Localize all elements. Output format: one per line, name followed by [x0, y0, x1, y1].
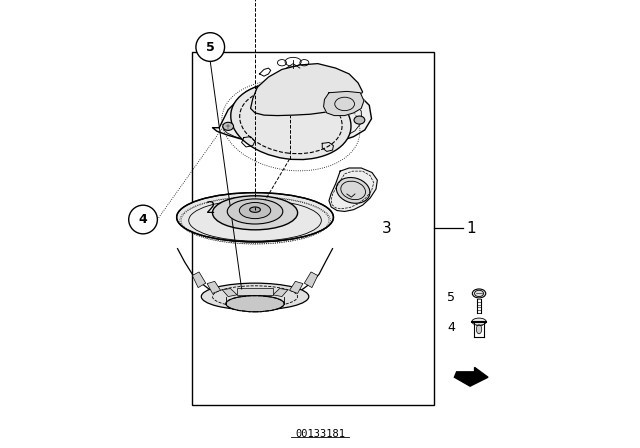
Ellipse shape: [250, 207, 260, 212]
Ellipse shape: [239, 202, 271, 219]
Polygon shape: [324, 91, 364, 116]
Text: 3: 3: [382, 221, 392, 236]
Ellipse shape: [223, 122, 234, 130]
Text: 1: 1: [467, 221, 476, 236]
Polygon shape: [329, 168, 378, 211]
Polygon shape: [212, 76, 371, 144]
Polygon shape: [207, 281, 221, 293]
Polygon shape: [305, 272, 317, 288]
Ellipse shape: [231, 82, 351, 159]
Text: 4: 4: [139, 213, 147, 226]
Ellipse shape: [177, 193, 333, 242]
Polygon shape: [192, 272, 206, 288]
Polygon shape: [222, 289, 237, 297]
Ellipse shape: [472, 318, 486, 325]
Polygon shape: [454, 367, 488, 386]
Polygon shape: [273, 289, 288, 297]
Text: 00133181: 00133181: [295, 429, 345, 439]
Text: 5: 5: [206, 40, 214, 54]
Bar: [192, 52, 435, 405]
Text: 2: 2: [205, 201, 215, 216]
Ellipse shape: [212, 196, 298, 230]
Ellipse shape: [226, 296, 284, 312]
Ellipse shape: [354, 116, 365, 124]
Polygon shape: [237, 288, 273, 295]
Text: 5: 5: [447, 291, 455, 305]
Polygon shape: [289, 281, 303, 293]
Polygon shape: [251, 64, 362, 116]
Ellipse shape: [202, 283, 309, 310]
Text: 4: 4: [447, 321, 455, 335]
Ellipse shape: [227, 199, 283, 224]
Ellipse shape: [337, 177, 370, 203]
Ellipse shape: [472, 289, 486, 298]
Circle shape: [196, 33, 225, 61]
Circle shape: [129, 205, 157, 234]
Ellipse shape: [476, 325, 482, 334]
